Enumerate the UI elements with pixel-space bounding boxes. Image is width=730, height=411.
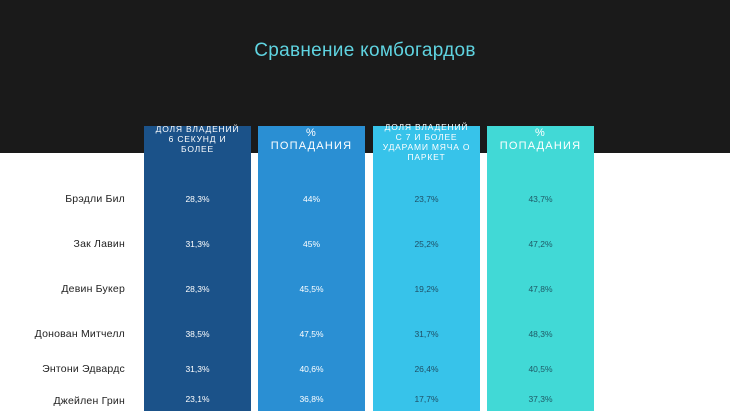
column-4: % попадания 43,7% 47,2% 47,8% 48,3% 40,5% 37,3…: [487, 126, 594, 411]
table-cell: 40,6%: [299, 364, 324, 374]
table-cell: 36,8%: [299, 394, 324, 404]
table-cell: 23,1%: [185, 394, 210, 404]
table-cell: 38,5%: [185, 329, 210, 339]
table-cell: 28,3%: [185, 194, 210, 204]
table-cell: 47,5%: [299, 329, 324, 339]
table-cell: 23,7%: [414, 194, 439, 204]
row-label: Энтони Эдвардс: [42, 363, 125, 375]
column-1: Доля владений 6 секунд и более 28,3% 31,3%…: [144, 124, 251, 411]
column-header: Доля владений с 7 и более ударами мяча о…: [382, 122, 471, 162]
table-cell: 40,5%: [528, 364, 553, 374]
table-cell: 45,5%: [299, 284, 324, 294]
table-cell: 26,4%: [414, 364, 439, 374]
column-header: % попадания: [499, 127, 582, 152]
header-band: [0, 0, 730, 153]
column-header: % попадания: [270, 127, 353, 152]
table-cell: 43,7%: [528, 194, 553, 204]
chart-title: Сравнение комбогардов: [254, 40, 476, 61]
table-cell: 17,7%: [414, 394, 439, 404]
table-cell: 19,2%: [414, 284, 439, 294]
table-cell: 45%: [302, 239, 320, 249]
table-cell: 47,2%: [528, 239, 553, 249]
column-3: Доля владений с 7 и более ударами мяча о…: [373, 122, 480, 411]
table-cell: 37,3%: [528, 394, 553, 404]
column-2: % попадания 44% 45% 45,5% 47,5% 40,6% 36,8%: [258, 126, 365, 411]
table-cell: 44%: [302, 194, 320, 204]
column-header: Доля владений 6 секунд и более: [155, 124, 240, 154]
row-label: Девин Букер: [61, 283, 125, 295]
table-cell: 31,7%: [414, 329, 439, 339]
table-cell: 28,3%: [185, 284, 210, 294]
row-label: Зак Лавин: [73, 238, 125, 250]
table-cell: 25,2%: [414, 239, 439, 249]
table-cell: 31,3%: [185, 364, 210, 374]
row-label: Донован Митчелл: [34, 328, 125, 340]
row-label: Брэдли Бил: [65, 193, 125, 205]
table-cell: 31,3%: [185, 239, 210, 249]
table-cell: 48,3%: [528, 329, 553, 339]
row-label: Джейлен Грин: [53, 395, 125, 407]
table-cell: 47,8%: [528, 284, 553, 294]
